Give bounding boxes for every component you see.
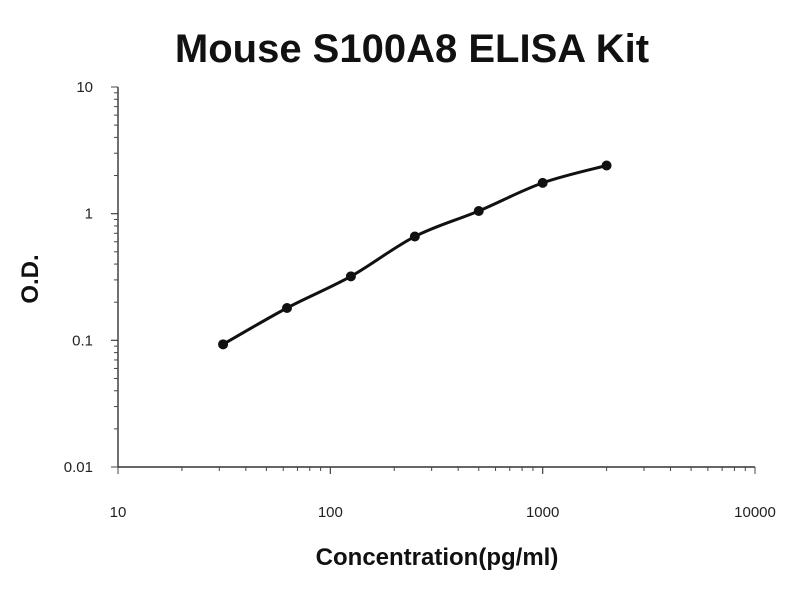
chart-title: Mouse S100A8 ELISA Kit (175, 27, 649, 71)
x-tick-label: 100 (318, 504, 343, 521)
axis-ticks (111, 86, 756, 474)
x-tick-label: 10 (110, 504, 127, 521)
y-tick-label: 10 (76, 79, 93, 96)
x-tick-label: 10000 (734, 504, 776, 521)
data-points (218, 160, 612, 350)
data-point (409, 231, 420, 242)
x-axis-label: Concentration(pg/ml) (316, 544, 559, 571)
tick-labels: 10 100 1000 10000 0.01 0.1 1 10 (64, 79, 776, 521)
data-point (218, 339, 229, 350)
plot-axes (117, 87, 755, 468)
y-tick-label: 0.01 (64, 459, 93, 476)
x-tick-label: 1000 (526, 504, 559, 521)
data-point (601, 160, 612, 171)
fit-curve (221, 164, 609, 346)
y-axis-label: O.D. (17, 254, 44, 303)
data-point (473, 205, 484, 216)
y-tick-label: 1 (85, 206, 93, 223)
data-point (345, 271, 356, 282)
data-point (281, 302, 292, 313)
y-tick-label: 0.1 (72, 332, 93, 349)
data-point (537, 177, 548, 188)
